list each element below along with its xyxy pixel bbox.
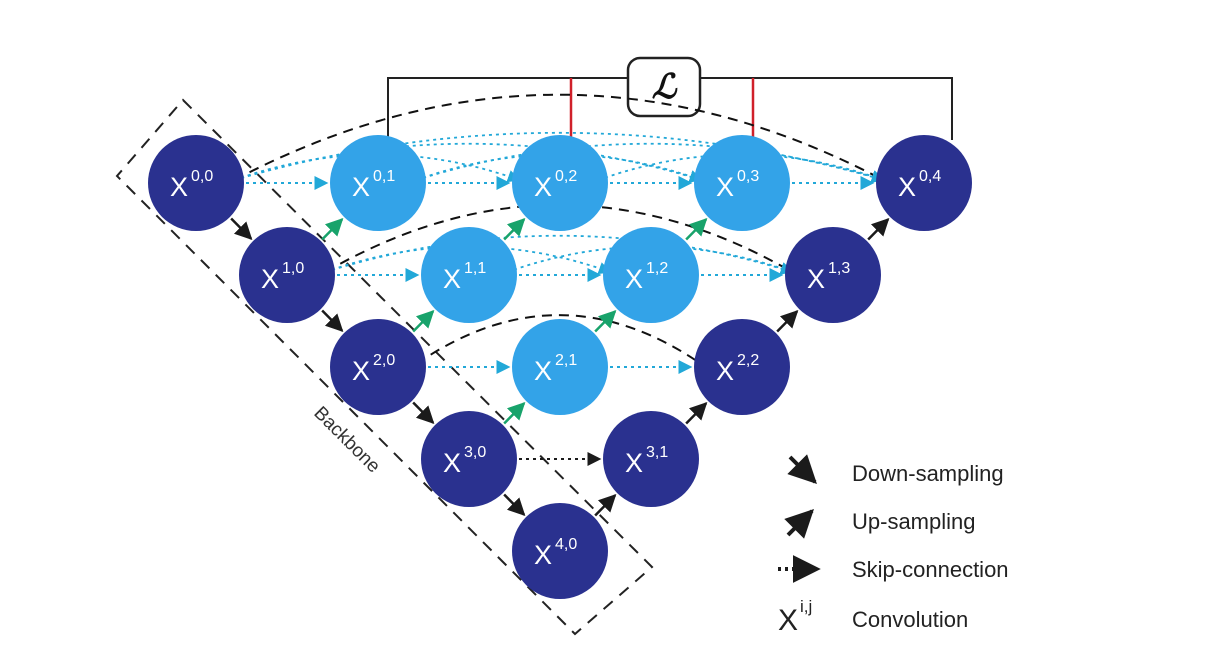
edge-x10-x20 <box>321 309 344 332</box>
edge-x30-x40 <box>503 493 526 516</box>
edge-x40-x31 <box>594 494 617 517</box>
node-label-x21: X <box>534 356 552 386</box>
node-label-x02: X <box>534 172 552 202</box>
node-x22: X 2,2 <box>694 319 790 415</box>
node-x21: X 2,1 <box>512 319 608 415</box>
legend: Down-sampling Up-sampling Skip-connectio… <box>778 454 1009 637</box>
dense-arc-x20-x22-dark <box>415 314 702 365</box>
node-label-x00: X <box>170 172 188 202</box>
edge-x20-x30 <box>412 401 435 424</box>
node-label-x22: X <box>716 356 734 386</box>
loss-lines: ℒ <box>387 56 953 140</box>
node-x31: X 3,1 <box>603 411 699 507</box>
node-circle-x01 <box>330 135 426 231</box>
edges <box>230 176 890 517</box>
legend-item-skip-connection: Skip-connection <box>778 555 1009 583</box>
node-label-x11: X <box>443 264 461 294</box>
node-circle-x22 <box>694 319 790 415</box>
legend-label-convolution: Convolution <box>852 607 968 632</box>
node-sup-x21: 2,1 <box>555 352 577 369</box>
node-sup-x10: 1,0 <box>282 260 304 277</box>
node-x40: X 4,0 <box>512 503 608 599</box>
legend-label-up-sampling: Up-sampling <box>852 509 976 534</box>
node-label-x40: X <box>534 540 552 570</box>
node-sup-x11: 1,1 <box>464 260 486 277</box>
edge-x20-x11 <box>412 310 435 333</box>
node-label-x04: X <box>898 172 916 202</box>
legend-item-up-sampling: Up-sampling <box>784 509 976 539</box>
node-sup-x13: 1,3 <box>828 260 850 277</box>
node-circle-x04 <box>876 135 972 231</box>
legend-up-arrow-icon <box>784 509 814 539</box>
node-circle-x11 <box>421 227 517 323</box>
loss-line-left <box>387 77 628 140</box>
node-circle-x02 <box>512 135 608 231</box>
node-circle-x13 <box>785 227 881 323</box>
node-circle-x10 <box>239 227 335 323</box>
edge-x22-x13 <box>776 310 799 333</box>
edge-x30-x21 <box>503 402 526 425</box>
node-x30: X 3,0 <box>421 411 517 507</box>
node-label-x03: X <box>716 172 734 202</box>
node-x00: X 0,0 <box>148 135 244 231</box>
node-sup-x12: 1,2 <box>646 260 668 277</box>
node-circle-x30 <box>421 411 517 507</box>
node-label-x10: X <box>261 264 279 294</box>
node-label-x30: X <box>443 448 461 478</box>
node-circle-x31 <box>603 411 699 507</box>
edge-x21-x12 <box>594 310 617 333</box>
edge-x13-x04 <box>867 218 890 241</box>
node-circle-x40 <box>512 503 608 599</box>
edge-x10-x01 <box>321 218 344 241</box>
node-x02: X 0,2 <box>512 135 608 231</box>
nodes: X 0,0X 1,0X 2,0X 3,0X 4,0X 0,1X 1,1X 2,1X 3,1X 0,2… <box>148 135 972 599</box>
legend-item-down-sampling: Down-sampling <box>787 454 1004 486</box>
loss-symbol: ℒ <box>652 69 678 106</box>
loss-line-right <box>700 77 953 140</box>
node-x03: X 0,3 <box>694 135 790 231</box>
node-sup-x30: 3,0 <box>464 444 486 461</box>
legend-label-skip-connection: Skip-connection <box>852 557 1009 582</box>
node-sup-x40: 4,0 <box>555 536 577 553</box>
node-x01: X 0,1 <box>330 135 426 231</box>
node-x11: X 1,1 <box>421 227 517 323</box>
node-x04: X 0,4 <box>876 135 972 231</box>
legend-convolution-sup: i,j <box>800 597 812 616</box>
legend-item-convolution: X i,j Convolution <box>778 597 968 637</box>
legend-convolution-symbol: X <box>778 604 798 637</box>
node-label-x31: X <box>625 448 643 478</box>
node-circle-x21 <box>512 319 608 415</box>
node-label-x01: X <box>352 172 370 202</box>
edge-x31-x22 <box>685 402 708 425</box>
node-sup-x00: 0,0 <box>191 168 213 185</box>
edge-x11-x02 <box>503 218 526 241</box>
edge-x00-x10 <box>230 217 253 240</box>
edge-x12-x03 <box>685 218 708 241</box>
node-sup-x01: 0,1 <box>373 168 395 185</box>
node-sup-x22: 2,2 <box>737 352 759 369</box>
node-sup-x20: 2,0 <box>373 352 395 369</box>
node-label-x12: X <box>625 264 643 294</box>
node-circle-x03 <box>694 135 790 231</box>
node-label-x13: X <box>807 264 825 294</box>
node-sup-x31: 3,1 <box>646 444 668 461</box>
legend-label-down-sampling: Down-sampling <box>852 461 1004 486</box>
node-circle-x00 <box>148 135 244 231</box>
node-sup-x03: 0,3 <box>737 168 759 185</box>
node-x13: X 1,3 <box>785 227 881 323</box>
node-sup-x04: 0,4 <box>919 168 941 185</box>
node-label-x20: X <box>352 356 370 386</box>
node-x20: X 2,0 <box>330 319 426 415</box>
node-x10: X 1,0 <box>239 227 335 323</box>
legend-down-arrow-icon <box>787 454 817 484</box>
node-circle-x12 <box>603 227 699 323</box>
node-x12: X 1,2 <box>603 227 699 323</box>
node-sup-x02: 0,2 <box>555 168 577 185</box>
node-circle-x20 <box>330 319 426 415</box>
backbone-frame <box>115 98 654 636</box>
